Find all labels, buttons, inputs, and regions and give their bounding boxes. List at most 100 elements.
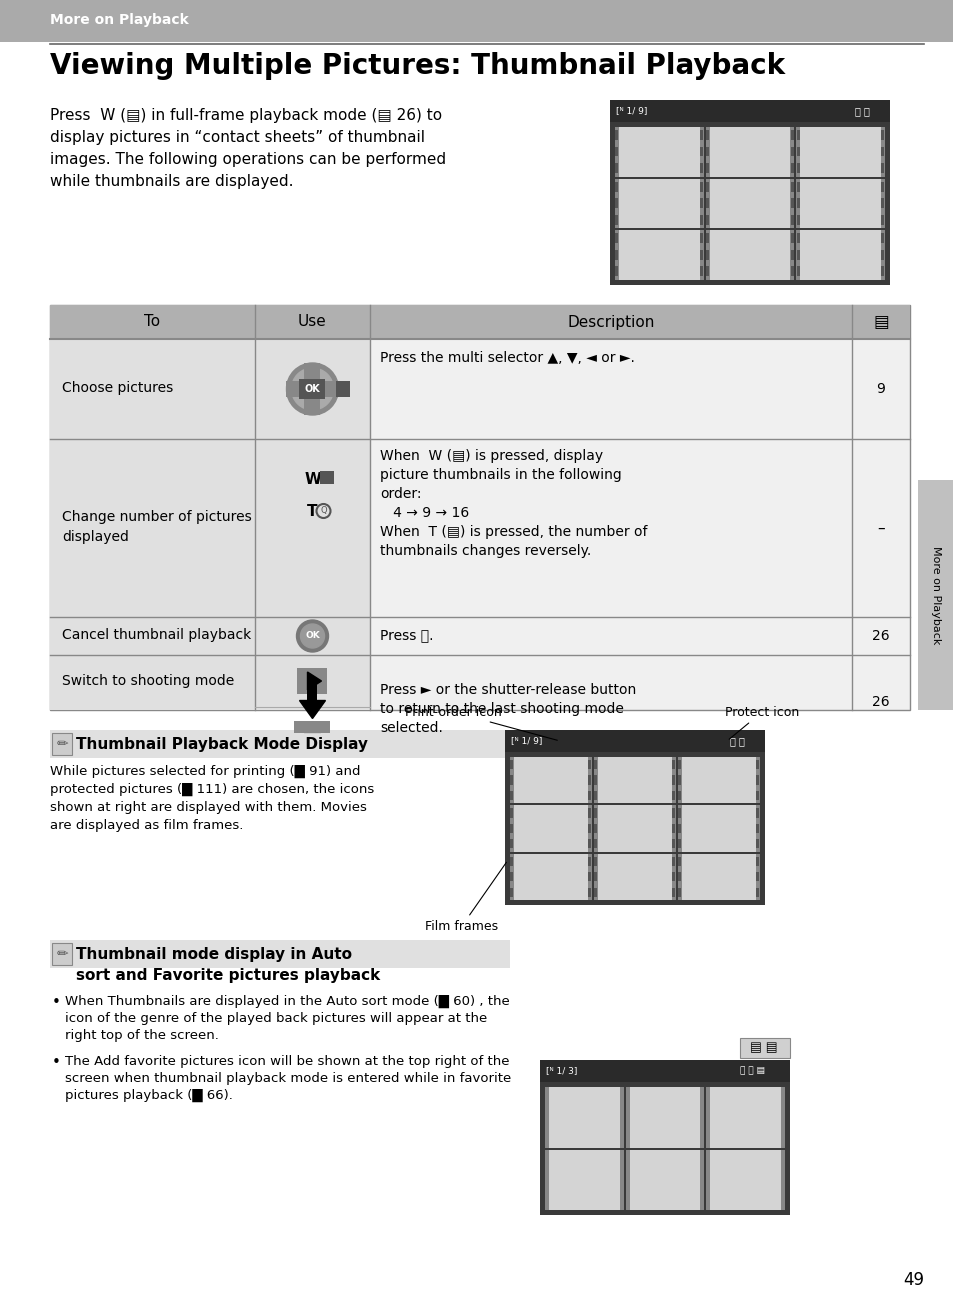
Text: ⚿ ⚿ ▤: ⚿ ⚿ ▤ — [740, 1067, 764, 1075]
Text: When  W (▤) is pressed, display: When W (▤) is pressed, display — [379, 449, 602, 463]
Text: right top of the screen.: right top of the screen. — [65, 1029, 218, 1042]
Bar — [254, 654, 370, 707]
Bar — [796, 230, 884, 280]
Bar — [796, 127, 884, 176]
Text: OK: OK — [304, 384, 320, 394]
Bar — [678, 824, 680, 833]
Bar — [594, 759, 597, 769]
Bar — [705, 250, 708, 260]
Bar — [756, 857, 759, 866]
Bar — [625, 1087, 629, 1147]
Bar — [615, 127, 703, 176]
Text: When  T (▤) is pressed, the number of: When T (▤) is pressed, the number of — [379, 526, 647, 539]
Bar — [881, 147, 883, 156]
Bar — [796, 198, 799, 208]
Bar — [625, 1150, 703, 1210]
Bar — [588, 759, 591, 769]
Text: display pictures in “contact sheets” of thumbnail: display pictures in “contact sheets” of … — [50, 130, 424, 145]
Bar — [50, 940, 510, 968]
Bar — [304, 363, 320, 415]
Text: are displayed as film frames.: are displayed as film frames. — [50, 819, 243, 832]
Bar — [881, 163, 883, 173]
Bar — [881, 198, 883, 208]
Text: ✏: ✏ — [56, 947, 68, 961]
Bar — [796, 179, 884, 229]
Text: Protect icon: Protect icon — [724, 706, 799, 740]
Text: The Add favorite pictures icon will be shown at the top right of the: The Add favorite pictures icon will be s… — [65, 1055, 509, 1068]
Bar — [594, 840, 597, 849]
Bar — [594, 757, 598, 803]
Bar — [678, 791, 680, 800]
Text: Press the multi selector ▲, ▼, ◄ or ►.: Press the multi selector ▲, ▼, ◄ or ►. — [379, 351, 634, 365]
Bar — [50, 339, 254, 439]
Text: Description: Description — [567, 314, 654, 330]
Text: ✏: ✏ — [56, 737, 68, 752]
Text: Press  W (▤) in full-frame playback mode (▤ 26) to: Press W (▤) in full-frame playback mode … — [50, 108, 441, 124]
Text: More on Playback: More on Playback — [50, 13, 189, 28]
Bar — [790, 163, 793, 173]
Bar — [594, 854, 598, 900]
Bar — [615, 127, 618, 176]
Bar — [510, 805, 592, 851]
Text: protected pictures (█ 111) are chosen, the icons: protected pictures (█ 111) are chosen, t… — [50, 783, 374, 796]
Bar — [678, 759, 680, 769]
Bar — [615, 214, 618, 225]
Bar — [790, 267, 793, 276]
Bar — [539, 1060, 789, 1081]
Bar — [756, 840, 759, 849]
Bar — [678, 808, 680, 817]
Text: Film frames: Film frames — [424, 862, 506, 933]
Bar — [700, 147, 702, 156]
Bar — [678, 872, 680, 882]
Text: ⚿ ⚿: ⚿ ⚿ — [729, 736, 744, 746]
Bar — [672, 759, 675, 769]
Text: images. The following operations can be performed: images. The following operations can be … — [50, 152, 446, 167]
Bar — [705, 230, 709, 280]
Bar — [588, 791, 591, 800]
Bar — [705, 181, 708, 192]
Bar — [699, 179, 703, 229]
Bar — [756, 824, 759, 833]
Bar — [587, 805, 592, 851]
Bar — [917, 480, 953, 710]
Bar — [755, 854, 760, 900]
Bar — [678, 854, 760, 900]
Bar — [504, 731, 764, 752]
Bar — [705, 198, 708, 208]
Circle shape — [300, 624, 324, 648]
Bar — [796, 127, 800, 176]
Bar — [625, 1150, 629, 1210]
Bar — [672, 824, 675, 833]
Bar — [880, 127, 884, 176]
Bar — [588, 824, 591, 833]
Bar — [307, 682, 317, 700]
Text: W: W — [304, 472, 320, 486]
Bar — [881, 214, 883, 225]
Bar — [705, 1150, 710, 1210]
Text: More on Playback: More on Playback — [930, 545, 940, 644]
Bar — [320, 470, 335, 484]
Bar — [672, 791, 675, 800]
Bar — [254, 707, 370, 710]
Bar — [790, 181, 793, 192]
Bar — [299, 378, 325, 399]
Bar — [50, 654, 254, 710]
Polygon shape — [307, 671, 321, 690]
Bar — [700, 181, 702, 192]
Text: picture thumbnails in the following: picture thumbnails in the following — [379, 468, 621, 482]
Bar — [544, 1150, 548, 1210]
Text: OK: OK — [305, 632, 319, 640]
Text: 49: 49 — [902, 1271, 923, 1289]
Bar — [297, 668, 327, 694]
Text: Q: Q — [320, 506, 327, 515]
Bar — [700, 250, 702, 260]
Text: screen when thumbnail playback mode is entered while in favorite: screen when thumbnail playback mode is e… — [65, 1072, 511, 1085]
Bar — [781, 1150, 784, 1210]
Bar — [625, 1087, 703, 1147]
Bar — [789, 230, 794, 280]
Bar — [678, 757, 760, 803]
Bar — [539, 1060, 789, 1215]
Bar — [510, 854, 592, 900]
Bar — [588, 808, 591, 817]
Bar — [588, 872, 591, 882]
